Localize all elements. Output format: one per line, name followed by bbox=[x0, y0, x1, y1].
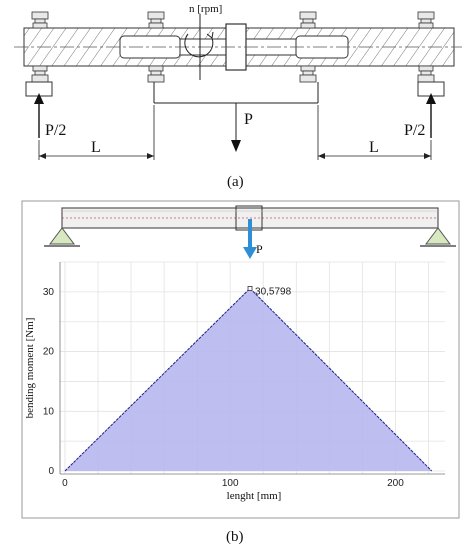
span-right-label: L bbox=[369, 139, 379, 156]
load-arrow-icon bbox=[231, 140, 241, 152]
y-axis-title: bending moment [Nm] bbox=[24, 318, 36, 419]
reaction-left-label: P/2 bbox=[45, 122, 66, 139]
y-tick-label: 0 bbox=[48, 466, 54, 477]
moment-line bbox=[64, 287, 433, 472]
load-label-b: P bbox=[256, 242, 263, 256]
caption-a: (a) bbox=[227, 174, 244, 190]
peak-marker bbox=[247, 285, 253, 291]
span-left-label: L bbox=[91, 139, 101, 156]
x-tick-label: 200 bbox=[387, 478, 404, 489]
load-center-label: P bbox=[244, 111, 253, 128]
annotations: 30,5798 bbox=[247, 285, 292, 297]
figure-a: n [rpm] P P/2 P/2 bbox=[14, 3, 462, 190]
y-tick-label: 10 bbox=[43, 406, 55, 417]
figure-b: P 0 100 200 0 10 20 30 30,5798 lenght [mm] ben… bbox=[21, 200, 460, 545]
reaction-right-label: P/2 bbox=[404, 122, 425, 139]
load-bracket bbox=[153, 82, 319, 150]
ticks: 0 100 200 0 10 20 30 bbox=[43, 287, 404, 489]
reaction-arrow-right bbox=[426, 93, 436, 138]
rotation-arrow-icon bbox=[184, 14, 214, 80]
caption-b: (b) bbox=[226, 529, 244, 545]
bolt-icon bbox=[31, 11, 435, 29]
pin-support-right-icon bbox=[425, 227, 451, 245]
x-tick-label: 100 bbox=[222, 478, 239, 489]
reaction-arrow-left bbox=[34, 93, 44, 138]
rpm-label: n [rpm] bbox=[189, 3, 222, 15]
pin-support-left-icon bbox=[49, 227, 75, 245]
x-axis-title: lenght [mm] bbox=[227, 490, 282, 502]
blue-load-arrow-icon bbox=[243, 219, 257, 259]
y-tick-label: 20 bbox=[43, 347, 55, 358]
y-tick-label: 30 bbox=[43, 287, 55, 298]
shaft-assembly bbox=[14, 23, 462, 71]
moment-area bbox=[64, 287, 433, 472]
dimension-lines bbox=[38, 105, 432, 160]
peak-value-label: 30,5798 bbox=[255, 286, 292, 297]
x-tick-label: 0 bbox=[62, 478, 68, 489]
moment-fill bbox=[64, 288, 432, 472]
bending-moment-chart: 0 100 200 0 10 20 30 30,5798 lenght [mm] bendi… bbox=[24, 261, 445, 502]
dimension-arrowheads bbox=[39, 153, 431, 159]
